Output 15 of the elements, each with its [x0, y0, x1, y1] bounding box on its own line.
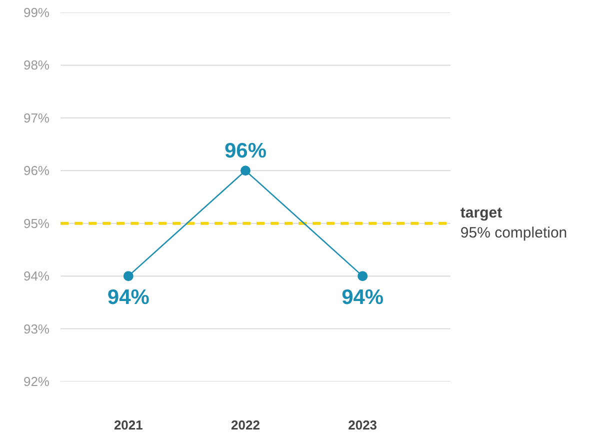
- data-label: 94%: [342, 286, 384, 310]
- y-tick-label: 97%: [23, 110, 50, 126]
- y-tick-label: 94%: [23, 268, 50, 284]
- y-tick-label: 96%: [23, 163, 50, 178]
- y-tick-label: 92%: [23, 374, 50, 389]
- y-tick-label: 95%: [23, 216, 50, 231]
- y-tick-label: 93%: [23, 321, 50, 336]
- x-tick-label: 2021: [114, 418, 143, 432]
- x-tick-label: 2022: [231, 418, 260, 432]
- y-tick-label: 99%: [23, 5, 50, 20]
- data-label: 94%: [107, 286, 150, 310]
- x-tick-label: 2023: [348, 418, 378, 432]
- y-tick-label: 98%: [23, 58, 50, 73]
- ref-line-label: target 95% completion: [460, 204, 568, 242]
- data-label: 96%: [224, 140, 267, 163]
